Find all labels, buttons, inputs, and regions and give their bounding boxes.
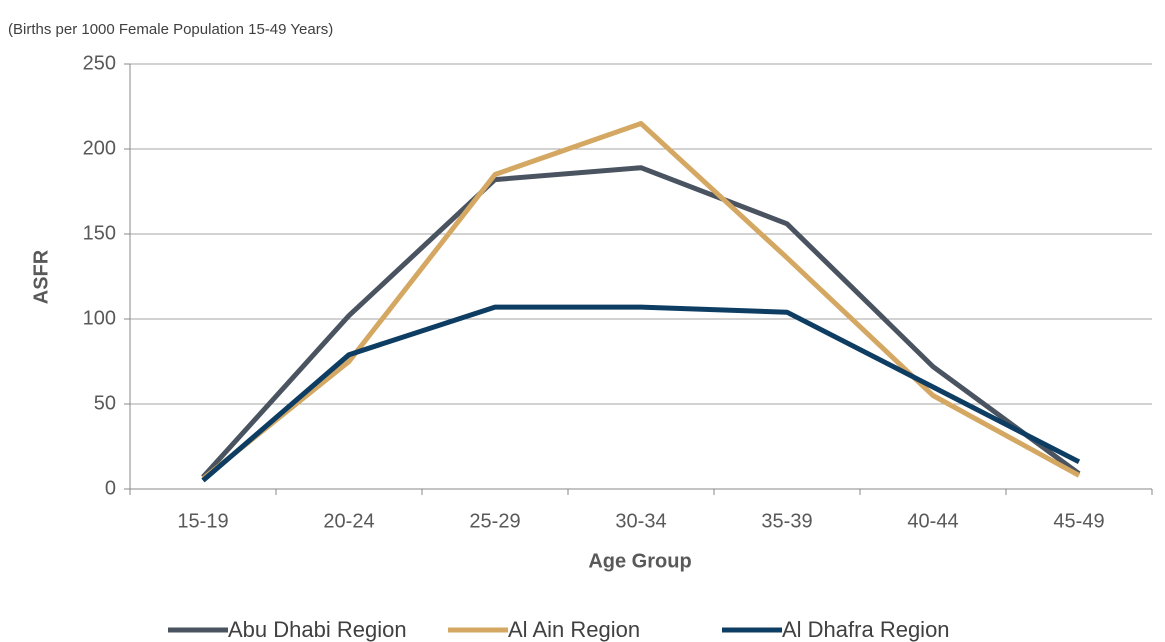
series-line <box>201 121 1081 481</box>
x-axis-title: Age Group <box>588 550 691 572</box>
y-tick-label: 200 <box>83 137 116 159</box>
y-tick-label: 100 <box>83 307 116 329</box>
series-line <box>201 165 1081 479</box>
x-tick-label: 35-39 <box>761 510 812 532</box>
series-line <box>201 304 1081 483</box>
x-tick-label: 25-29 <box>469 510 520 532</box>
y-tick-label: 0 <box>105 477 116 499</box>
x-tick-label: 30-34 <box>615 510 666 532</box>
legend-label: Al Dhafra Region <box>782 617 950 642</box>
y-tick-label: 250 <box>83 52 116 74</box>
y-axis-title: ASFR <box>30 249 52 304</box>
x-tick-label: 20-24 <box>323 510 374 532</box>
legend-label: Abu Dhabi Region <box>228 617 407 642</box>
x-tick-label: 15-19 <box>177 510 228 532</box>
chart-subtitle: (Births per 1000 Female Population 15-49… <box>8 21 333 38</box>
x-tick-label: 45-49 <box>1053 510 1104 532</box>
y-tick-label: 50 <box>94 392 116 414</box>
y-tick-label: 150 <box>83 222 116 244</box>
legend-label: Al Ain Region <box>508 617 640 642</box>
x-tick-label: 40-44 <box>907 510 958 532</box>
